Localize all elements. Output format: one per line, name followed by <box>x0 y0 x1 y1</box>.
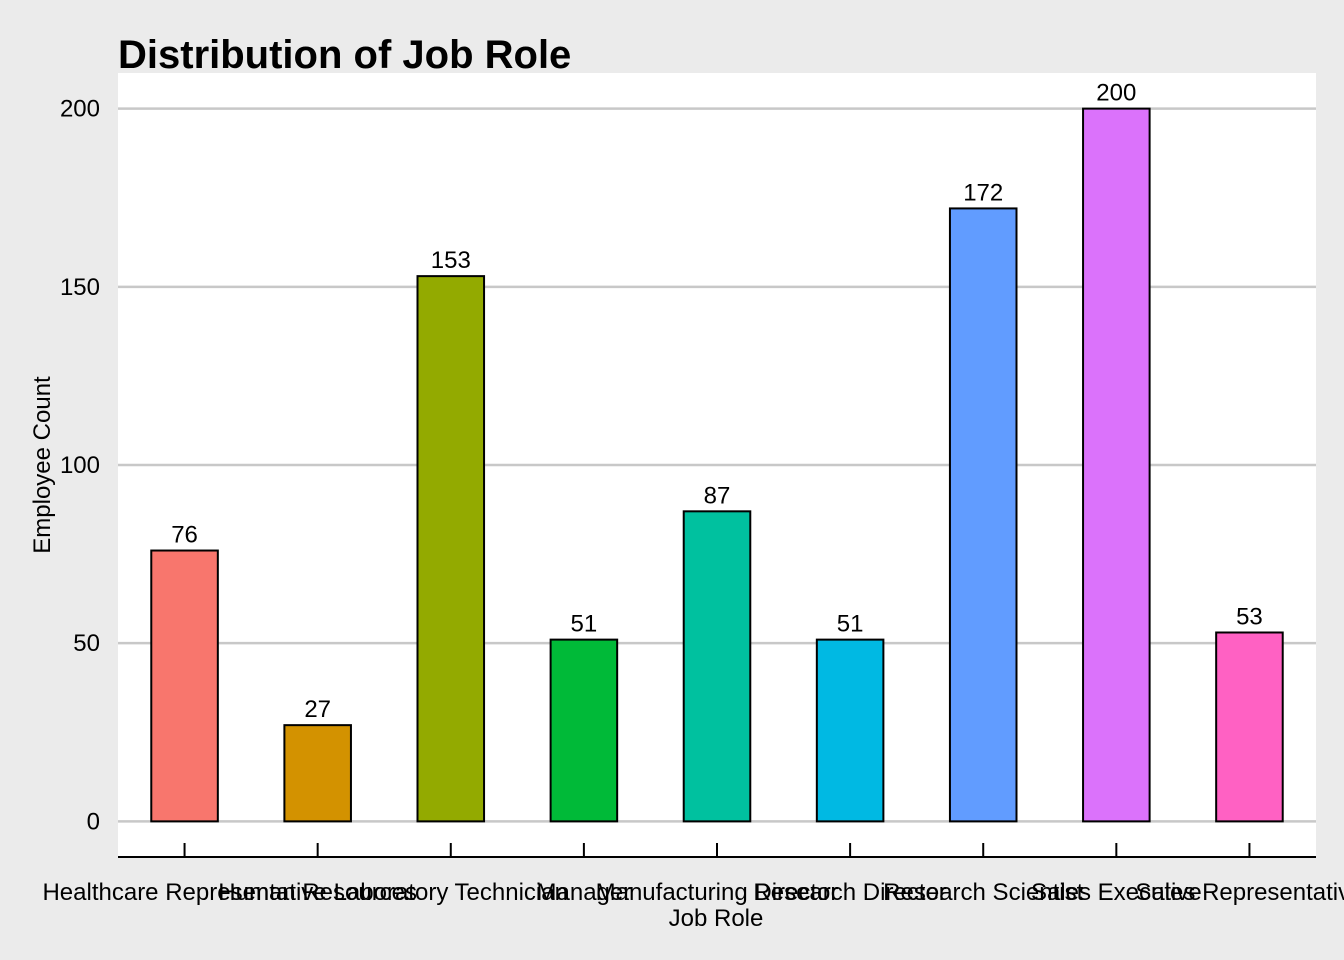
bar <box>150 549 219 823</box>
x-axis-title: Job Role <box>669 905 764 932</box>
bar <box>948 207 1018 823</box>
bar <box>682 510 752 823</box>
x-tick-label: Research Director <box>753 879 946 906</box>
chart-title: Distribution of Job Role <box>118 33 571 77</box>
data-label: 153 <box>431 247 471 274</box>
bars <box>150 107 1284 823</box>
data-label: 200 <box>1096 80 1136 107</box>
x-tick-label: Manager <box>537 879 632 906</box>
bar <box>549 638 619 823</box>
bar <box>1215 631 1284 823</box>
x-tick-label: Laboratory Technician <box>334 879 568 906</box>
data-label: 53 <box>1236 603 1263 630</box>
y-tick-label: 100 <box>60 452 100 479</box>
x-tick-label: Research Scientist <box>883 879 1083 906</box>
y-tick-label: 0 <box>87 808 100 835</box>
data-label: 51 <box>837 611 864 638</box>
x-tick-label: Human Resources <box>218 879 417 906</box>
x-tick-label: Healthcare Representative <box>42 879 326 906</box>
data-label: 51 <box>571 611 598 638</box>
x-tick-label: Sales Representative <box>1135 879 1344 906</box>
y-axis-title: Employee Count <box>29 376 56 554</box>
y-tick-label: 150 <box>60 274 100 301</box>
y-tick-label: 200 <box>60 96 100 123</box>
bar <box>815 638 885 823</box>
bar <box>283 724 352 823</box>
x-tick-label: Sales Executive <box>1031 879 1202 906</box>
data-label: 172 <box>963 179 1003 206</box>
x-tick-label: Manufacturing Director <box>596 879 839 906</box>
bar <box>1082 107 1151 823</box>
bar <box>416 275 486 823</box>
data-label: 76 <box>171 522 198 549</box>
data-label: 87 <box>704 482 731 509</box>
y-axis: 0 50 100 150 200 <box>60 96 100 836</box>
data-labels: 76 27 153 51 87 51 172 200 53 <box>171 80 1263 724</box>
y-tick-label: 50 <box>73 630 100 657</box>
data-label: 27 <box>304 696 331 723</box>
